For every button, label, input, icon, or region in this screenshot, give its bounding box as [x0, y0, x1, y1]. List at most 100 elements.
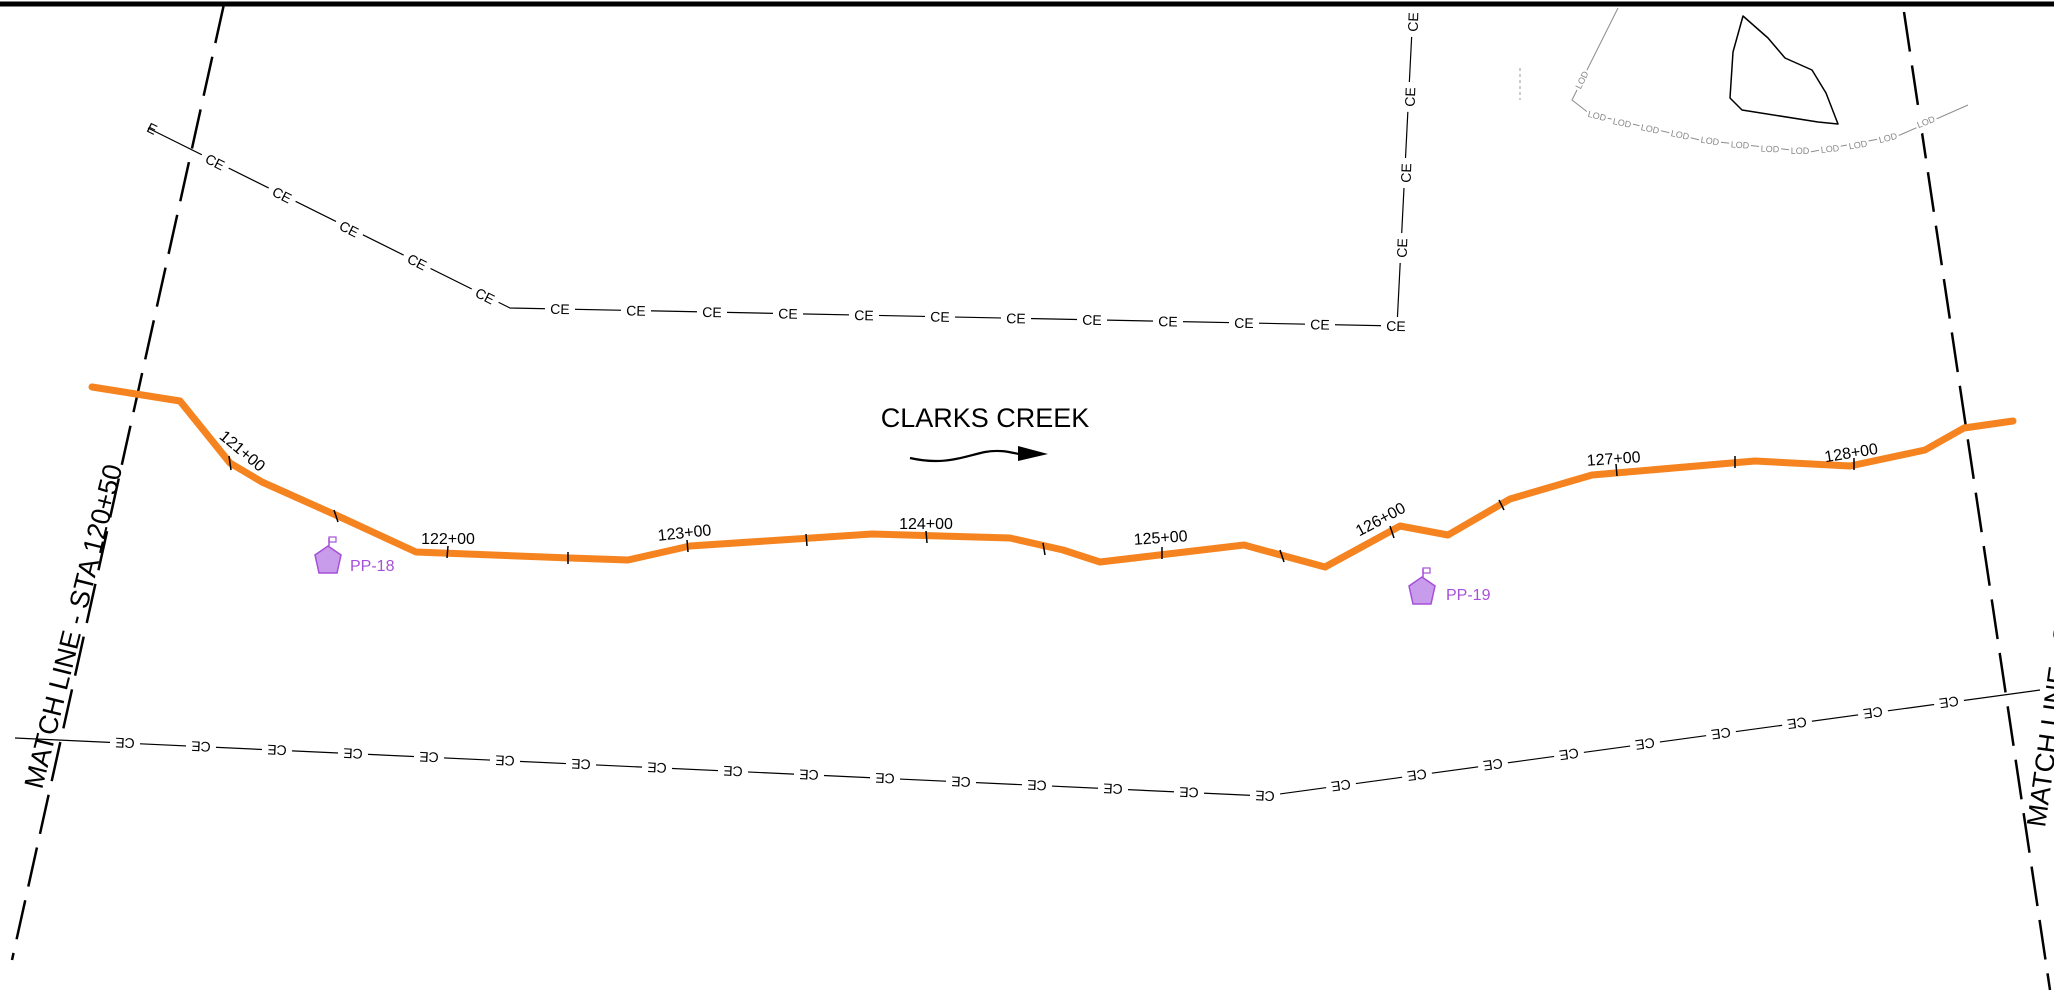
line-tag-mask [869, 768, 901, 789]
stream-centerline [88, 383, 2017, 571]
line-type-tag: CE [191, 738, 211, 755]
line-tag-mask [1228, 313, 1260, 333]
line-type-tag: CE [930, 309, 950, 325]
structure-outline [1729, 15, 1839, 125]
easement-line-upper: CE CE CE CE CE CE CE CE CE CE CE CE CE CE CE CE CE CE CE CE… [147, 6, 1423, 336]
line-type-tag: LOD [1791, 146, 1810, 156]
line-tag-mask [1097, 779, 1129, 799]
line-tag-mask [717, 761, 749, 781]
photo-point-pp19: PP-19 [1408, 567, 1491, 605]
line-tag-mask [544, 299, 576, 319]
line-type-tag: CE [799, 766, 819, 783]
line-type-tag: CE [1406, 766, 1427, 784]
line-type-tag: CE [495, 752, 515, 769]
line-tag-mask [1392, 232, 1412, 264]
line-type-tag: CE [267, 742, 287, 759]
line-type-tag: CE [647, 759, 667, 776]
line-type-tag: CE [203, 151, 228, 174]
line-tag-mask [1628, 733, 1662, 755]
line-tag-mask [185, 736, 217, 757]
line-tag-mask [1400, 764, 1434, 787]
line-type-tag: CE [1082, 312, 1102, 328]
easement-end-label: E [144, 119, 159, 137]
line-tag-mask [1400, 81, 1420, 113]
line-type-tag: CE [1634, 735, 1655, 753]
line-tag-mask [1396, 157, 1416, 189]
line-tag-mask [1152, 312, 1184, 331]
line-type-tag: CE [626, 302, 646, 318]
line-type-tag: LOD [1670, 128, 1691, 142]
line-tag-mask [1076, 310, 1108, 330]
line-type-tag: LOD [1820, 143, 1840, 155]
line-type-tag: CE [571, 756, 591, 773]
line-tag-mask [1932, 691, 1966, 714]
line-type-tag: CE [1398, 163, 1415, 183]
line-type-tag: LOD [1587, 109, 1608, 123]
line-tag-mask [620, 301, 652, 320]
line-type-tag: CE [1310, 316, 1330, 332]
line-tag-mask [1021, 775, 1053, 796]
line-type-tag: CE [702, 304, 722, 320]
line-tag-mask [1552, 743, 1586, 766]
line-type-tag: CE [1234, 315, 1254, 331]
line-type-tag: CE [1402, 87, 1419, 107]
line-type-tag: CE [473, 285, 498, 308]
photo-point-pp18: PP-18 [314, 536, 395, 575]
line-type-tag: CE [270, 184, 295, 207]
line-tag-mask [1789, 142, 1811, 160]
line-tag-mask [467, 281, 503, 311]
line-type-tag: CE [1103, 781, 1123, 798]
line-type-tag: CE [723, 763, 743, 780]
match-line-right [1902, 11, 2052, 991]
line-type-tag: CE [875, 770, 895, 787]
line-type-tag: CE [1179, 784, 1199, 801]
line-tag-mask [565, 754, 597, 774]
line-tag-mask [793, 765, 825, 785]
line-type-tag: LOD [1730, 139, 1750, 150]
match-line-right-label: MATCH LINE - STA 128+50 [2021, 495, 2054, 829]
station-label: 125+00 [1133, 528, 1188, 549]
line-type-tag: LOD [1761, 144, 1780, 155]
line-tag-mask [1818, 138, 1842, 160]
line-type-tag: LOD [1878, 131, 1899, 145]
line-tag-mask [337, 744, 369, 764]
line-tag-mask [1856, 701, 1890, 724]
station-label: 123+00 [657, 522, 712, 545]
line-tag-mask [696, 302, 728, 322]
line-tag-mask [1697, 130, 1723, 152]
line-tag-mask [1728, 135, 1752, 155]
line-type-tag: CE [419, 749, 439, 766]
line-tag-mask [945, 772, 977, 792]
photo-point-marker-icon [314, 536, 342, 574]
easement-line-lower: CE CE CE CE CE CE CE CE CE CE CE CE CE CE CE CE CE CE CE CE… [14, 689, 2041, 806]
line-type-tag: LOD [1612, 116, 1633, 130]
line-type-tag: CE [1394, 238, 1411, 258]
line-tag-mask [1780, 712, 1814, 735]
line-tag-mask [1380, 316, 1412, 336]
line-type-tag: CE [854, 307, 874, 323]
line-type-tag: LOD [1640, 122, 1661, 136]
line-tag-mask [1875, 126, 1901, 150]
line-tag-mask [1569, 66, 1595, 94]
line-type-tag: CE [951, 773, 971, 790]
line-tag-mask [924, 307, 956, 327]
line-type-tag: CE [1330, 776, 1351, 794]
line-tag-mask [1324, 774, 1358, 797]
line-tag-mask [331, 214, 367, 244]
line-type-tag: CE [1386, 318, 1406, 334]
line-type-tag: CE [337, 218, 362, 241]
line-tag-mask [399, 247, 435, 277]
line-tag-mask [772, 304, 804, 323]
line-type-tag: CE [1938, 693, 1959, 711]
creek-name-label: CLARKS CREEK [881, 403, 1090, 433]
line-tag-mask [641, 758, 673, 778]
line-tag-mask [1758, 139, 1782, 159]
line-tag-mask [489, 751, 521, 771]
line-type-tag: CE [778, 305, 798, 321]
line-type-tag: CE [1862, 704, 1883, 722]
line-tag-mask [197, 147, 233, 177]
flow-direction-arrow-icon [909, 449, 1025, 463]
line-tag-mask [848, 305, 880, 325]
line-type-tag: CE [1710, 724, 1731, 742]
